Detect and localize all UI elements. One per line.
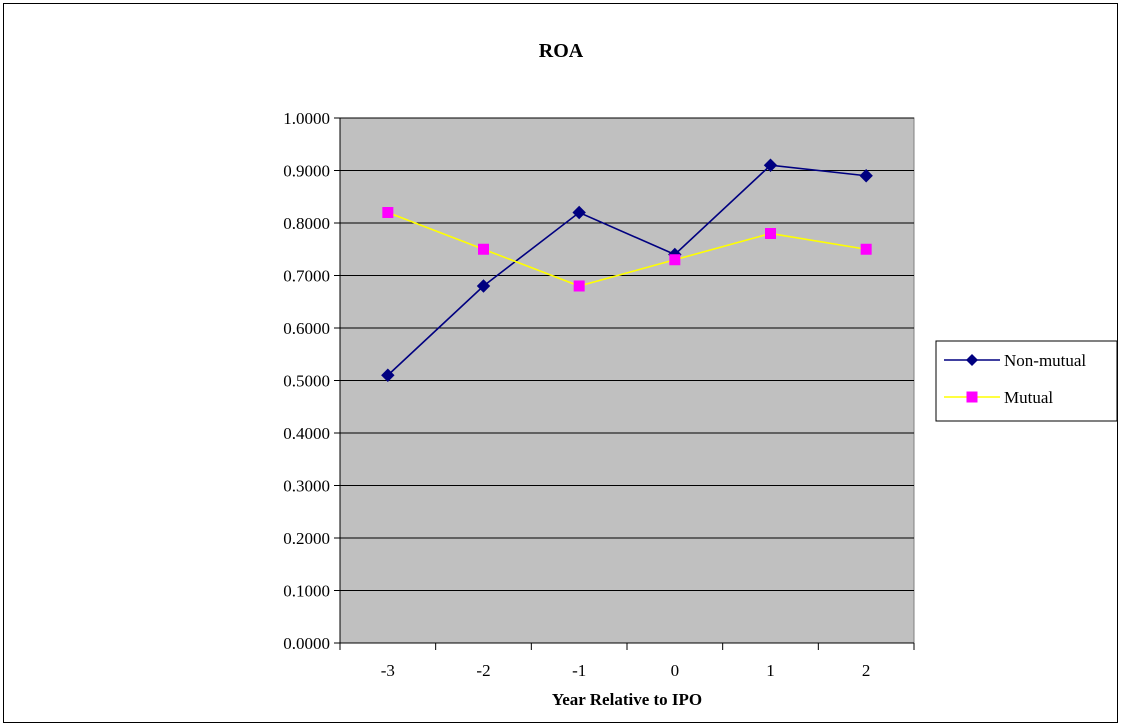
y-tick-label: 0.3000 xyxy=(283,477,330,496)
y-tick-label: 0.9000 xyxy=(283,162,330,181)
x-axis-ticks: -3 -2 -1 0 1 2 xyxy=(339,643,915,680)
data-point xyxy=(669,254,681,266)
x-tick-label: 1 xyxy=(766,661,775,680)
y-tick-label: 0.5000 xyxy=(283,372,330,391)
legend-marker xyxy=(966,391,978,403)
y-tick-label: 0.4000 xyxy=(283,424,330,443)
data-point xyxy=(763,158,778,172)
data-point xyxy=(572,205,586,220)
y-tick-label: 0.2000 xyxy=(283,529,330,548)
legend-label: Non-mutual xyxy=(1004,351,1086,370)
data-point xyxy=(382,207,394,218)
data-point xyxy=(476,279,491,293)
chart-title: ROA xyxy=(539,40,584,62)
data-point xyxy=(765,228,776,239)
x-tick-label: -3 xyxy=(381,661,395,680)
series-line-non-mutual xyxy=(387,164,867,376)
y-tick-label: 1.0000 xyxy=(283,109,330,128)
y-tick-label: 0.0000 xyxy=(283,634,330,653)
data-point xyxy=(860,243,872,255)
x-tick-label: 0 xyxy=(671,661,680,680)
x-axis-title: Year Relative to IPO xyxy=(552,690,702,709)
data-point xyxy=(573,280,585,292)
legend-box xyxy=(935,340,1118,422)
y-tick-label: 0.7000 xyxy=(283,267,330,286)
x-tick-label: -1 xyxy=(572,661,586,680)
data-point xyxy=(859,169,873,183)
y-tick-label: 0.8000 xyxy=(283,214,330,233)
data-point xyxy=(381,368,395,382)
y-axis-ticks: 0.0000 0.1000 0.2000 0.3000 0.4000 0.5000 0.60… xyxy=(283,109,340,653)
series-markers xyxy=(381,158,873,382)
x-tick-label: 2 xyxy=(862,661,871,680)
data-point xyxy=(478,243,489,255)
y-tick-label: 0.1000 xyxy=(283,582,330,601)
y-tick-label: 0.6000 xyxy=(283,319,330,338)
legend-label: Mutual xyxy=(1004,388,1053,407)
series-line-mutual xyxy=(387,211,867,287)
legend: Non-mutual Mutual xyxy=(935,340,1118,422)
x-tick-label: -2 xyxy=(476,661,490,680)
series-lines xyxy=(387,164,867,376)
legend-marker xyxy=(966,354,978,366)
